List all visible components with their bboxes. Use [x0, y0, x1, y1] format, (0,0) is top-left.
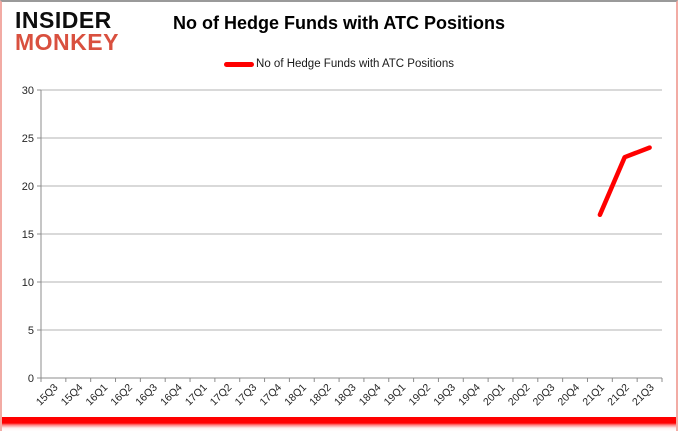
x-axis-label: 16Q3: [133, 382, 160, 409]
x-axis-label: 18Q2: [307, 382, 334, 409]
chart-title: No of Hedge Funds with ATC Positions: [173, 13, 505, 33]
insider-monkey-logo: INSIDER MONKEY: [15, 7, 119, 55]
x-axis-label: 15Q3: [34, 382, 61, 409]
x-axis-label: 19Q1: [382, 382, 409, 409]
x-axis-label: 18Q1: [282, 382, 309, 409]
x-axis-label: 17Q4: [257, 382, 284, 409]
x-axis-label: 16Q2: [108, 382, 135, 409]
x-axis-label: 20Q2: [506, 382, 533, 409]
x-axis-label: 18Q3: [332, 382, 359, 409]
x-axis-label: 17Q3: [233, 382, 260, 409]
x-axis-label: 19Q3: [431, 382, 458, 409]
x-axis-label: 16Q1: [84, 382, 111, 409]
x-axis-label: 15Q4: [59, 382, 86, 409]
logo-text-insider: INSIDER: [15, 7, 112, 33]
y-axis-label: 20: [22, 181, 34, 193]
y-axis-label: 10: [22, 277, 34, 289]
x-axis-label: 16Q4: [158, 382, 185, 409]
bottom-red-bar: [2, 417, 676, 431]
legend-label: No of Hedge Funds with ATC Positions: [256, 58, 454, 70]
y-axis-label: 25: [22, 133, 34, 145]
x-axis-label: 20Q4: [556, 382, 583, 409]
x-axis-label: 21Q2: [605, 382, 632, 409]
y-axis-label: 30: [22, 85, 34, 97]
x-axis-label: 20Q1: [481, 382, 508, 409]
logo-text-monkey: MONKEY: [15, 28, 119, 55]
series-line: [597, 145, 652, 218]
x-axis-label: 17Q2: [208, 382, 235, 409]
legend-line-swatch: [224, 61, 255, 67]
x-axis-label: 21Q3: [630, 382, 657, 409]
x-axis-label: 17Q1: [183, 382, 210, 409]
x-axis-label: 19Q2: [406, 382, 433, 409]
x-axis-label: 21Q1: [580, 382, 607, 409]
x-axis-label: 19Q4: [456, 382, 483, 409]
x-axis-label: 20Q3: [531, 382, 558, 409]
x-axis-label: 18Q4: [357, 382, 384, 409]
legend: No of Hedge Funds with ATC Positions: [2, 58, 676, 70]
y-axis-label: 0: [28, 373, 34, 385]
y-axis-label: 15: [22, 229, 34, 241]
y-axis-label: 5: [28, 325, 34, 337]
